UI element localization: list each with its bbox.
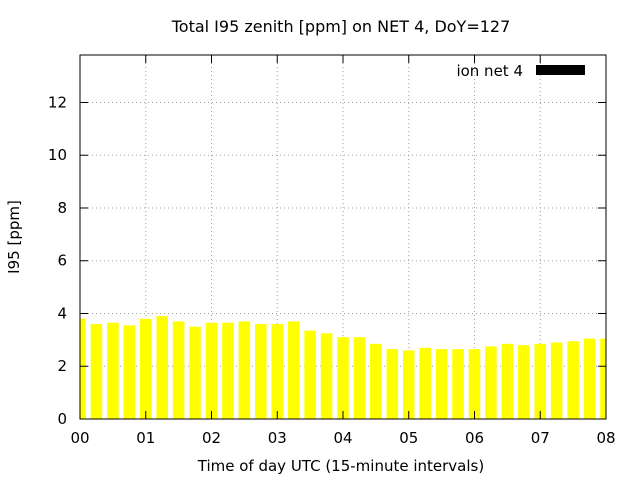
- bar: [222, 322, 234, 419]
- grid-lines: [80, 55, 606, 419]
- chart-title: Total I95 zenith [ppm] on NET 4, DoY=127: [171, 17, 511, 36]
- legend: ion net 4: [456, 62, 585, 80]
- bar: [107, 322, 119, 419]
- bar: [402, 350, 415, 419]
- legend-swatch: [536, 65, 585, 75]
- bar: [90, 324, 103, 419]
- bar: [271, 324, 284, 419]
- bars: [80, 316, 606, 419]
- y-tick-label: 4: [57, 304, 67, 322]
- bar: [435, 349, 448, 419]
- bar: [238, 321, 251, 419]
- bar: [583, 338, 596, 419]
- bar: [501, 343, 514, 419]
- bar: [337, 337, 349, 419]
- bar: [123, 325, 136, 419]
- bar: [255, 324, 267, 419]
- bar: [80, 318, 86, 419]
- bar: [419, 347, 431, 419]
- bar: [386, 349, 399, 419]
- bar: [534, 343, 547, 419]
- x-tick-label: 08: [596, 429, 615, 447]
- x-tick-label: 04: [333, 429, 352, 447]
- y-tick-label: 12: [48, 93, 67, 111]
- y-tick-label: 6: [57, 252, 67, 270]
- x-tick-label: 03: [268, 429, 287, 447]
- bar: [600, 338, 606, 419]
- bar: [370, 343, 382, 419]
- bar: [518, 345, 530, 419]
- bar: [320, 333, 333, 419]
- bar: [189, 326, 201, 419]
- legend-label: ion net 4: [456, 62, 523, 80]
- y-axis-label: I95 [ppm]: [5, 200, 23, 274]
- bar: [287, 321, 300, 419]
- x-tick-label: 00: [70, 429, 89, 447]
- bar: [468, 349, 481, 419]
- bar: [172, 321, 185, 419]
- x-tick-label: 07: [531, 429, 550, 447]
- x-tick-label: 05: [399, 429, 418, 447]
- x-axis-label: Time of day UTC (15-minute intervals): [197, 457, 484, 475]
- x-tick-label: 02: [202, 429, 221, 447]
- y-tick-label: 0: [57, 410, 67, 428]
- y-tick-label: 10: [48, 146, 67, 164]
- x-tick-label: 06: [465, 429, 484, 447]
- bar: [353, 337, 366, 419]
- x-tick-label: 01: [136, 429, 155, 447]
- bar: [567, 341, 579, 419]
- bar: [485, 346, 497, 419]
- bar: [156, 316, 168, 419]
- bar: [139, 318, 152, 419]
- bar: [205, 322, 218, 419]
- y-tick-label: 2: [57, 357, 67, 375]
- bar: [304, 330, 316, 419]
- bar: [452, 349, 464, 419]
- y-tick-label: 8: [57, 199, 67, 217]
- bar: [550, 342, 563, 419]
